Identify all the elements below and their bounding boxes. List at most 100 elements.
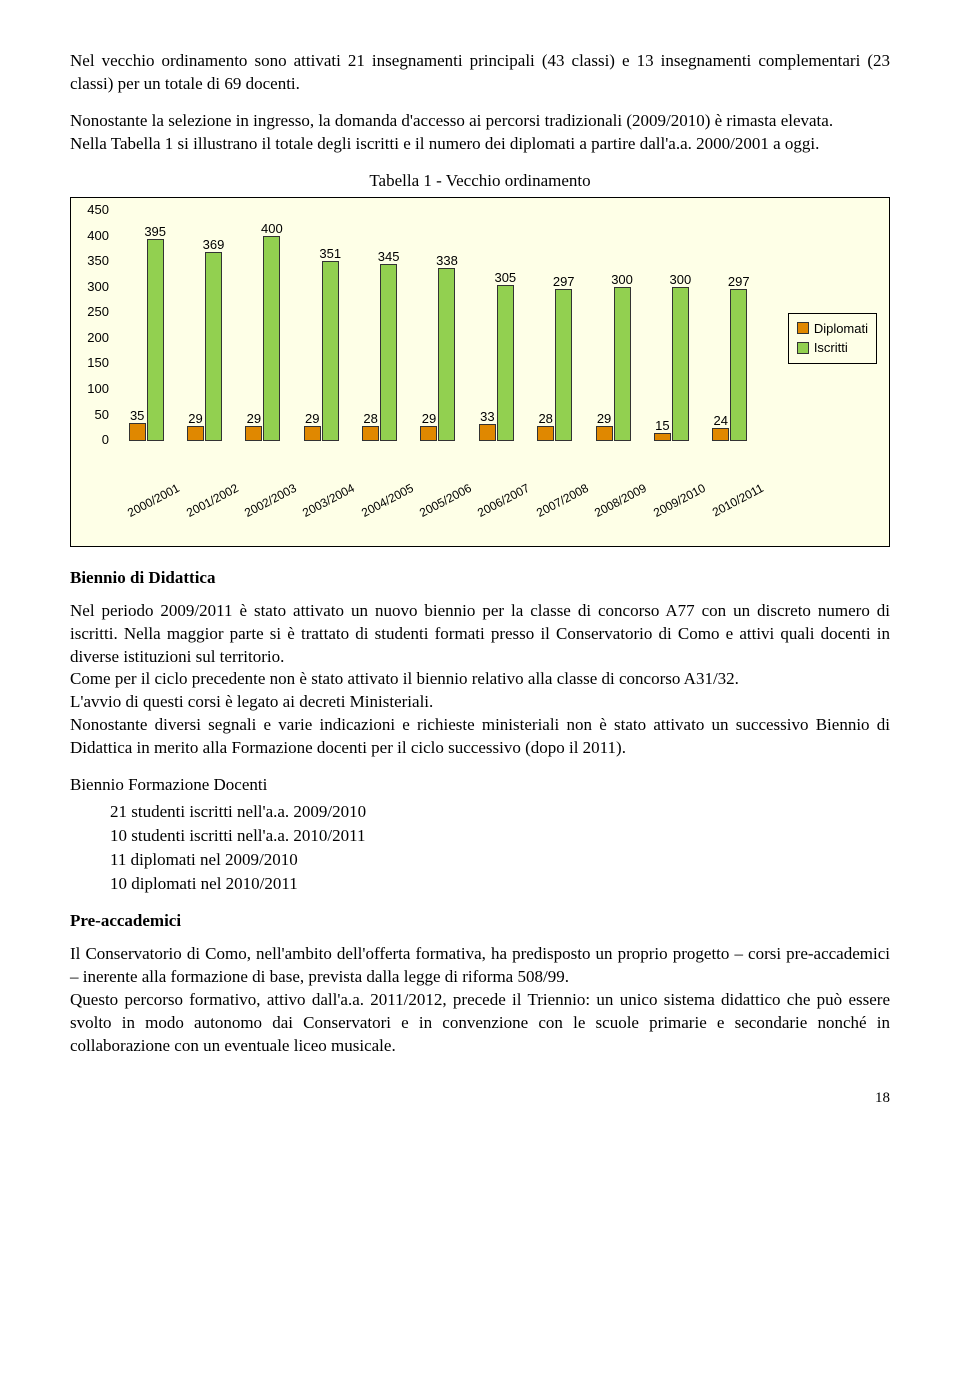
bar-group: 24297 [701, 289, 759, 441]
x-tick-label: 2000/2001 [124, 480, 183, 521]
legend-swatch [797, 342, 809, 354]
x-tick-label: 2005/2006 [416, 480, 475, 521]
bar: 29 [245, 426, 262, 441]
bar-value-label: 35 [130, 407, 144, 425]
biennio-p2: Come per il ciclo precedente non è stato… [70, 668, 890, 691]
bar-value-label: 345 [378, 248, 400, 266]
bar: 395 [147, 239, 164, 441]
y-axis: 050100150200250300350400450 [81, 210, 113, 440]
chart-container: 050100150200250300350400450 353952936929… [70, 197, 890, 547]
bar-value-label: 369 [203, 236, 225, 254]
x-tick-label: 2010/2011 [708, 480, 767, 521]
paragraph-2b: Nella Tabella 1 si illustrano il totale … [70, 133, 890, 156]
bar-group: 28297 [526, 289, 584, 441]
bar: 400 [263, 236, 280, 440]
bar-group: 15300 [643, 287, 701, 440]
bar-group: 29338 [409, 268, 467, 441]
y-tick: 200 [87, 329, 109, 347]
list-item: 10 studenti iscritti nell'a.a. 2010/2011 [110, 825, 890, 848]
paragraph-1: Nel vecchio ordinamento sono attivati 21… [70, 50, 890, 96]
bars-area: 3539529369294002935128345293383330528297… [117, 210, 759, 441]
y-tick: 300 [87, 278, 109, 296]
formazione-heading: Biennio Formazione Docenti [70, 774, 890, 797]
list-item: 11 diplomati nel 2009/2010 [110, 849, 890, 872]
biennio-p4: Nonostante diversi segnali e varie indic… [70, 714, 890, 760]
bar: 345 [380, 264, 397, 440]
x-tick-label: 2007/2008 [533, 480, 592, 521]
legend-item: Diplomati [797, 320, 868, 338]
page-number: 18 [70, 1088, 890, 1108]
bar: 29 [596, 426, 613, 441]
bar-value-label: 400 [261, 220, 283, 238]
x-tick-label: 2009/2010 [649, 480, 708, 521]
bar-value-label: 338 [436, 252, 458, 270]
bar-value-label: 305 [494, 269, 516, 287]
bar-group: 29351 [292, 261, 350, 440]
legend-swatch [797, 322, 809, 334]
x-axis: 2000/20012001/20022002/20032003/20042004… [117, 450, 759, 496]
y-tick: 50 [95, 405, 109, 423]
bar: 29 [187, 426, 204, 441]
bar: 305 [497, 285, 514, 441]
bar-group: 28345 [351, 264, 409, 440]
list-item: 10 diplomati nel 2010/2011 [110, 873, 890, 896]
y-tick: 450 [87, 201, 109, 219]
legend-label: Iscritti [814, 339, 848, 357]
pre-heading: Pre-accademici [70, 910, 890, 933]
bar-value-label: 297 [728, 273, 750, 291]
paragraph-2a: Nonostante la selezione in ingresso, la … [70, 110, 890, 133]
bar-value-label: 297 [553, 273, 575, 291]
y-tick: 150 [87, 354, 109, 372]
bar-group: 29300 [584, 287, 642, 440]
bar: 351 [322, 261, 339, 440]
bar: 369 [205, 252, 222, 441]
bar: 300 [614, 287, 631, 440]
bar-value-label: 29 [597, 410, 611, 428]
bar-group: 35395 [117, 239, 175, 441]
chart-plot-area: 050100150200250300350400450 353952936929… [117, 210, 759, 440]
legend-label: Diplomati [814, 320, 868, 338]
bar: 297 [730, 289, 747, 441]
x-tick-label: 2006/2007 [474, 480, 533, 521]
bar-value-label: 15 [655, 417, 669, 435]
bar-value-label: 28 [538, 410, 552, 428]
bar: 15 [654, 433, 671, 441]
bar-group: 33305 [467, 285, 525, 441]
chart-title: Tabella 1 - Vecchio ordinamento [70, 170, 890, 193]
bar-value-label: 395 [144, 223, 166, 241]
bar-value-label: 351 [319, 245, 341, 263]
bar: 28 [537, 426, 554, 440]
pre-p1: Il Conservatorio di Como, nell'ambito de… [70, 943, 890, 989]
bar-group: 29400 [234, 236, 292, 440]
bar: 35 [129, 423, 146, 441]
y-tick: 100 [87, 380, 109, 398]
bar: 24 [712, 428, 729, 440]
bar-group: 29369 [176, 252, 234, 441]
y-tick: 400 [87, 226, 109, 244]
biennio-p3: L'avvio di questi corsi è legato ai decr… [70, 691, 890, 714]
list-item: 21 studenti iscritti nell'a.a. 2009/2010 [110, 801, 890, 824]
bar: 29 [304, 426, 321, 441]
bar: 28 [362, 426, 379, 440]
y-tick: 0 [102, 431, 109, 449]
y-tick: 350 [87, 252, 109, 270]
bar-value-label: 29 [422, 410, 436, 428]
y-tick: 250 [87, 303, 109, 321]
formazione-list: 21 studenti iscritti nell'a.a. 2009/2010… [110, 801, 890, 896]
bar-value-label: 29 [305, 410, 319, 428]
pre-p2: Questo percorso formativo, attivo dall'a… [70, 989, 890, 1058]
bar-value-label: 28 [363, 410, 377, 428]
x-tick-label: 2003/2004 [299, 480, 358, 521]
x-tick-label: 2001/2002 [182, 480, 241, 521]
legend-item: Iscritti [797, 339, 868, 357]
bar: 29 [420, 426, 437, 441]
bar: 33 [479, 424, 496, 441]
bar-value-label: 29 [247, 410, 261, 428]
bar-value-label: 29 [188, 410, 202, 428]
bar-value-label: 300 [670, 271, 692, 289]
bar: 300 [672, 287, 689, 440]
x-tick-label: 2002/2003 [241, 480, 300, 521]
bar-value-label: 300 [611, 271, 633, 289]
bar-value-label: 33 [480, 408, 494, 426]
bar-value-label: 24 [714, 412, 728, 430]
